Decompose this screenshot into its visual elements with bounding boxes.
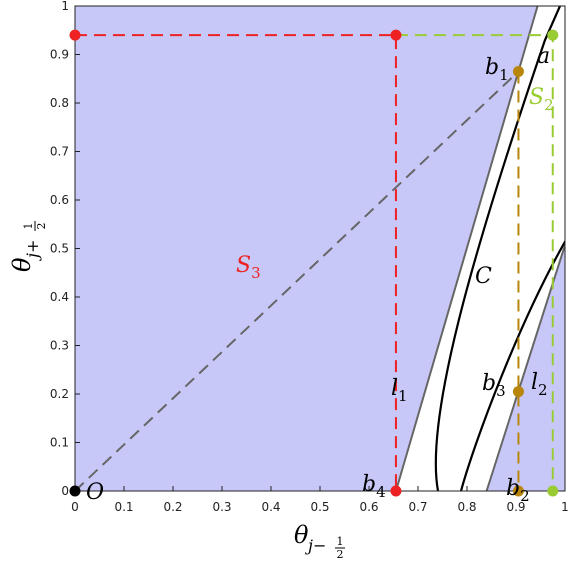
xlabel-den: 2	[337, 548, 344, 561]
annotation-text: S	[529, 85, 544, 110]
plot-area	[75, 6, 565, 491]
annotation: b3	[482, 371, 506, 400]
ylabel-group: θj+ 1 2	[8, 221, 48, 272]
xlabel-sub: j−	[305, 536, 326, 555]
ylabel: θ	[8, 257, 36, 272]
annotation-subscript: 3	[496, 382, 506, 400]
y-tick-label: 0.6	[50, 193, 69, 207]
y-tick-label: 0.4	[50, 290, 69, 304]
ylabel-sub: j+	[23, 240, 42, 261]
annotation-text: b	[362, 472, 376, 497]
annotation: b1	[485, 55, 509, 84]
x-tick-label: 0.5	[310, 500, 329, 514]
point	[512, 65, 524, 77]
y-tick-label: 0.5	[50, 242, 69, 256]
annotation: S3	[236, 253, 261, 282]
y-tick-label: 1	[61, 0, 69, 13]
annotation-subscript: 1	[398, 387, 408, 405]
annotation-subscript: 1	[499, 66, 509, 84]
point	[547, 29, 559, 41]
annotation: a	[537, 44, 550, 69]
dashed-segment	[75, 70, 520, 491]
annotation: C	[475, 264, 492, 289]
annotation-text: S	[236, 253, 251, 278]
y-tick-label: 0.9	[50, 48, 69, 62]
annotation-text: O	[86, 480, 104, 505]
curve-c	[434, 6, 565, 491]
point	[69, 485, 81, 497]
point	[547, 485, 559, 497]
y-tick-label: 0.7	[50, 145, 69, 159]
y-tick-label: 0.2	[50, 387, 69, 401]
annotation-subscript: 2	[520, 487, 530, 505]
x-tick-label: 0.2	[163, 500, 182, 514]
annotation: l2	[531, 370, 548, 399]
feasible-wedge	[395, 6, 565, 491]
annotation-subscript: 2	[538, 381, 548, 399]
dashed-segment	[75, 34, 397, 491]
annotation-subscript: 3	[251, 264, 261, 282]
x-tick-label: 0.1	[114, 500, 133, 514]
x-tick-label: 0.4	[261, 500, 280, 514]
x-tick-label: 0.7	[408, 500, 427, 514]
ylabel-num: 1	[22, 223, 35, 230]
annotation: S2	[529, 85, 554, 114]
boundary-line	[394, 6, 539, 491]
annotation: O	[86, 480, 104, 505]
annotation-subscript: 2	[544, 96, 554, 114]
x-tick-label: 0.8	[457, 500, 476, 514]
x-tick-label: 0.6	[359, 500, 378, 514]
annotation-text: l	[531, 370, 538, 395]
annotation-text: b	[506, 476, 520, 501]
y-tick-label: 0.8	[50, 96, 69, 110]
x-tick-label: 0.3	[212, 500, 231, 514]
xlabel-num: 1	[337, 535, 344, 548]
point	[69, 29, 81, 41]
xlabel: θ	[294, 521, 309, 549]
annotation: b4	[362, 472, 386, 501]
x-tick-label: 0.9	[506, 500, 525, 514]
ylabel-den: 2	[35, 223, 48, 230]
annotation: l1	[391, 376, 408, 405]
overlay: 0 0.1 0.2 0.3 0.4 0.5 0.6 0.7 0.8 0.9 1 0 0.1 0.2 0.3 0…	[8, 0, 569, 561]
annotation-text: a	[537, 44, 550, 69]
annotation-text: b	[485, 55, 499, 80]
x-tick-label: 1	[561, 500, 569, 514]
point	[390, 485, 402, 497]
point	[512, 485, 524, 497]
annotation-text: b	[482, 371, 496, 396]
annotation-subscript: 4	[376, 483, 386, 501]
annotation-text: C	[475, 264, 492, 289]
y-tick-label: 0.1	[50, 436, 69, 450]
annotation: b2	[506, 476, 530, 505]
xlabel-group: θ j− 12	[294, 521, 345, 561]
y-tick-label: 0.3	[50, 339, 69, 353]
annotation-text: l	[391, 376, 398, 401]
x-tick-label: 0	[71, 500, 79, 514]
y-tick-label: 0	[61, 484, 69, 498]
point	[390, 29, 402, 41]
point	[512, 386, 524, 398]
